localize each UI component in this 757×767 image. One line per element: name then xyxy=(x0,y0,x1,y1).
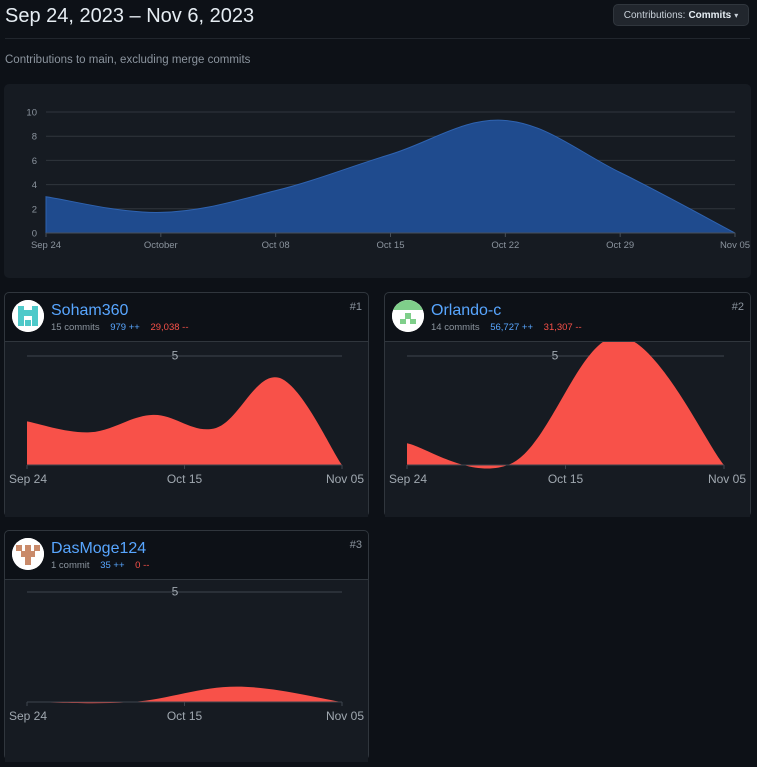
deletions-count: 31,307 -- xyxy=(543,322,582,333)
x-tick-label: Nov 05 xyxy=(326,709,364,723)
contributor-username[interactable]: DasMoge124 xyxy=(51,540,147,557)
contributor-stats: 14 commits 56,727 ++ 31,307 -- xyxy=(431,322,582,333)
commit-count: 1 commit xyxy=(51,560,90,571)
main-contributions-chart: 10 8 6 4 2 0 Sep 24 October Oct 08 Oct 15 Oct 22 Oc… xyxy=(4,84,751,278)
contributor-stats: 1 commit 35 ++ 0 -- xyxy=(51,560,149,571)
y-tick-label: 5 xyxy=(172,585,179,599)
x-tick-label: Oct 15 xyxy=(548,472,584,486)
x-tick-label: Sep 24 xyxy=(31,240,61,251)
commit-count: 14 commits xyxy=(431,322,480,333)
contributor-username[interactable]: Orlando-c xyxy=(431,302,502,319)
y-tick-label: 8 xyxy=(32,132,37,143)
rank-badge: #2 xyxy=(731,301,744,313)
commit-count: 15 commits xyxy=(51,322,100,333)
y-tick-label: 0 xyxy=(32,229,37,240)
contributor-stats: 15 commits 979 ++ 29,038 -- xyxy=(51,322,188,333)
x-tick-label: Sep 24 xyxy=(9,709,47,723)
y-tick-label: 10 xyxy=(26,108,37,119)
contributor-card-2: Orlando-c 14 commits 56,727 ++ 31,307 --… xyxy=(384,292,751,517)
contributor-card-1: Soham360 15 commits 979 ++ 29,038 -- #1 … xyxy=(4,292,369,517)
x-tick-label: Nov 05 xyxy=(720,240,750,251)
area-series xyxy=(407,336,724,469)
rank-badge: #1 xyxy=(349,301,362,313)
y-tick-label: 5 xyxy=(552,349,559,363)
card-header: DasMoge124 1 commit 35 ++ 0 -- #3 xyxy=(5,531,368,580)
identicon-icon xyxy=(12,300,44,332)
deletions-count: 0 -- xyxy=(135,560,150,571)
contributions-dropdown[interactable]: Contributions: Commits ▾ xyxy=(613,4,749,26)
contributor-username[interactable]: Soham360 xyxy=(51,302,129,319)
contributor-chart-svg: 5 Sep 24 Oct 15 Nov 05 xyxy=(389,336,746,486)
dropdown-prefix: Contributions: xyxy=(623,9,686,21)
y-tick-label: 5 xyxy=(172,349,179,363)
area-series xyxy=(45,119,736,234)
x-tick-label: Sep 24 xyxy=(389,472,427,486)
x-tick-label: Oct 15 xyxy=(167,709,203,723)
y-tick-label: 4 xyxy=(32,180,37,191)
area-series xyxy=(27,686,342,704)
additions-count: 979 ++ xyxy=(110,322,140,333)
y-tick-label: 6 xyxy=(32,156,37,167)
x-tick-label: Oct 29 xyxy=(606,240,634,251)
x-tick-label: Sep 24 xyxy=(9,472,47,486)
contributor-chart: 5 Sep 24 Oct 15 Nov 05 xyxy=(5,580,368,762)
contributor-chart: 5 Sep 24 Oct 15 Nov 05 xyxy=(5,342,368,517)
x-tick-label: Nov 05 xyxy=(708,472,746,486)
deletions-count: 29,038 -- xyxy=(150,322,189,333)
x-tick-label: October xyxy=(144,240,178,251)
rank-badge: #3 xyxy=(349,539,362,551)
x-tick-label: Oct 15 xyxy=(377,240,405,251)
x-tick-label: Oct 15 xyxy=(167,472,203,486)
contributor-chart: 5 Sep 24 Oct 15 Nov 05 xyxy=(385,336,750,517)
identicon-icon xyxy=(12,538,44,570)
identicon-icon xyxy=(392,300,424,332)
x-tick-label: Nov 05 xyxy=(326,472,364,486)
chart-subtitle: Contributions to main, excluding merge c… xyxy=(5,54,251,66)
additions-count: 35 ++ xyxy=(100,560,125,571)
avatar[interactable] xyxy=(392,300,424,332)
contributor-chart-svg: 5 Sep 24 Oct 15 Nov 05 xyxy=(9,349,364,487)
card-header: Soham360 15 commits 979 ++ 29,038 -- #1 xyxy=(5,293,368,342)
contributor-chart-svg: 5 Sep 24 Oct 15 Nov 05 xyxy=(9,585,364,724)
avatar[interactable] xyxy=(12,300,44,332)
page-title: Sep 24, 2023 – Nov 6, 2023 xyxy=(5,5,255,27)
dropdown-value: Commits xyxy=(688,9,732,21)
area-series xyxy=(27,377,342,465)
x-tick-label: Oct 08 xyxy=(262,240,290,251)
x-tick-label: Oct 22 xyxy=(491,240,519,251)
contributor-card-3: DasMoge124 1 commit 35 ++ 0 -- #3 5 Sep 2… xyxy=(4,530,369,762)
y-tick-label: 2 xyxy=(32,204,37,215)
caret-down-icon: ▾ xyxy=(734,10,739,20)
additions-count: 56,727 ++ xyxy=(490,322,534,333)
avatar[interactable] xyxy=(12,538,44,570)
divider xyxy=(5,38,750,39)
card-header: Orlando-c 14 commits 56,727 ++ 31,307 --… xyxy=(385,293,750,342)
